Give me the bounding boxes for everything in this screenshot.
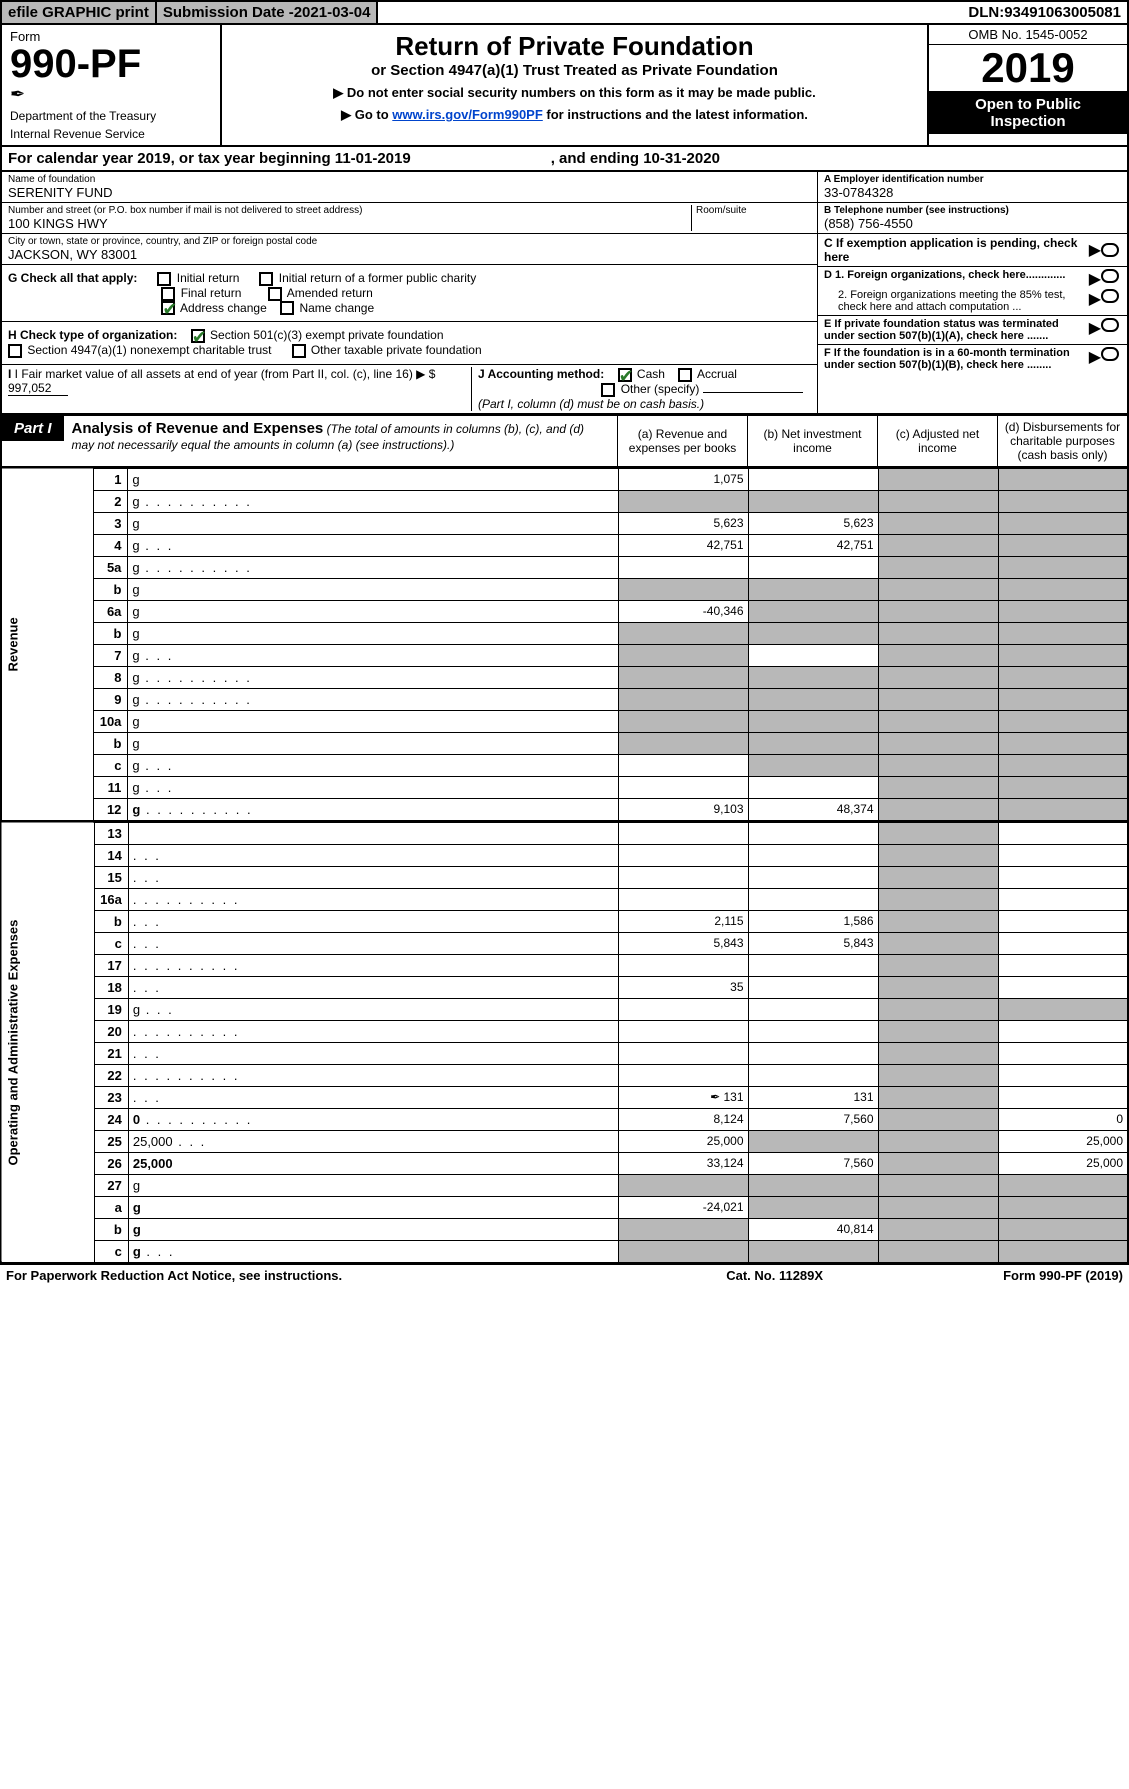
checkbox-initial-former[interactable] [259, 272, 273, 286]
table-row: 2408,1247,5600 [1, 1108, 1128, 1130]
part1-header: Part I Analysis of Revenue and Expenses … [0, 415, 1129, 468]
footer: For Paperwork Reduction Act Notice, see … [0, 1264, 1129, 1286]
foundation-name: Name of foundation SERENITY FUND [2, 172, 817, 203]
form-title: Return of Private Foundation [232, 31, 917, 62]
table-row: 2525,00025,00025,000 [1, 1130, 1128, 1152]
checkbox-amended[interactable] [268, 287, 282, 301]
calendar-year-row: For calendar year 2019, or tax year begi… [0, 147, 1129, 172]
f-check: F If the foundation is in a 60-month ter… [818, 345, 1127, 373]
col-c-header: (c) Adjusted net income [877, 416, 997, 466]
e-check: E If private foundation status was termi… [818, 316, 1127, 345]
table-row: Operating and Administrative Expenses13 [1, 822, 1128, 844]
table-row: 7g [1, 644, 1128, 666]
table-row: 2625,00033,1247,56025,000 [1, 1152, 1128, 1174]
open-public: Open to PublicInspection [929, 92, 1127, 134]
city-row: City or town, state or province, country… [2, 234, 817, 265]
table-row: 4g42,75142,751 [1, 534, 1128, 556]
table-row: 1835 [1, 976, 1128, 998]
efile-label: efile GRAPHIC print [2, 2, 157, 23]
table-row: 3g5,6235,623 [1, 512, 1128, 534]
checkbox-501c3[interactable] [191, 329, 205, 343]
table-row: 19g [1, 998, 1128, 1020]
table-row: 8g [1, 666, 1128, 688]
table-row: 11g [1, 776, 1128, 798]
table-row: 20 [1, 1020, 1128, 1042]
checkbox-c[interactable] [1101, 243, 1119, 257]
checkbox-d2[interactable] [1101, 289, 1119, 303]
form-header: Form 990-PF ✒ Department of the Treasury… [0, 25, 1129, 147]
ein: A Employer identification number 33-0784… [818, 172, 1127, 203]
table-row: 23✒ 131131 [1, 1086, 1128, 1108]
table-row: 17 [1, 954, 1128, 976]
table-row: bg [1, 622, 1128, 644]
table-row: 9g [1, 688, 1128, 710]
table-row: b2,1151,586 [1, 910, 1128, 932]
c-check: C If exemption application is pending, c… [818, 234, 1127, 267]
phone: B Telephone number (see instructions) (8… [818, 203, 1127, 234]
tax-year: 2019 [929, 45, 1127, 92]
checkbox-name[interactable] [280, 301, 294, 315]
table-row: cg [1, 1240, 1128, 1263]
table-row: bg [1, 578, 1128, 600]
table-row: ag-24,021 [1, 1196, 1128, 1218]
table-row: 14 [1, 844, 1128, 866]
header-right: OMB No. 1545-0052 2019 Open to PublicIns… [927, 25, 1127, 145]
table-row: 15 [1, 866, 1128, 888]
col-d-header: (d) Disbursements for charitable purpose… [997, 416, 1127, 466]
revenue-table: Revenue1g1,0752g3g5,6235,6234g42,75142,7… [0, 468, 1129, 822]
submission-date: Submission Date - 2021-03-04 [157, 2, 379, 23]
expenses-table: Operating and Administrative Expenses131… [0, 822, 1129, 1264]
table-row: Revenue1g1,075 [1, 468, 1128, 490]
h-checks: H Check type of organization: Section 50… [2, 322, 817, 365]
table-row: 2g [1, 490, 1128, 512]
g-checks: G Check all that apply: Initial return I… [2, 265, 817, 322]
checkbox-address[interactable] [161, 301, 175, 315]
address-row: Number and street (or P.O. box number if… [2, 203, 817, 234]
checkbox-other-acct[interactable] [601, 383, 615, 397]
info-grid: Name of foundation SERENITY FUND Number … [0, 172, 1129, 415]
i-j-row: I I Fair market value of all assets at e… [2, 365, 817, 413]
col-a-header: (a) Revenue and expenses per books [617, 416, 747, 466]
table-row: c5,8435,843 [1, 932, 1128, 954]
checkbox-d1[interactable] [1101, 269, 1119, 283]
table-row: 21 [1, 1042, 1128, 1064]
table-row: bg40,814 [1, 1218, 1128, 1240]
table-row: 5ag [1, 556, 1128, 578]
top-bar: efile GRAPHIC print Submission Date - 20… [0, 0, 1129, 25]
table-row: 16a [1, 888, 1128, 910]
checkbox-e[interactable] [1101, 318, 1119, 332]
omb-number: OMB No. 1545-0052 [929, 25, 1127, 45]
table-row: 22 [1, 1064, 1128, 1086]
irs-link[interactable]: www.irs.gov/Form990PF [392, 107, 543, 122]
checkbox-other-tax[interactable] [292, 344, 306, 358]
d-checks: D 1. Foreign organizations, check here..… [818, 267, 1127, 316]
section-label: Operating and Administrative Expenses [1, 822, 94, 1263]
table-row: 6ag-40,346 [1, 600, 1128, 622]
table-row: 27g [1, 1174, 1128, 1196]
table-row: 10ag [1, 710, 1128, 732]
col-b-header: (b) Net investment income [747, 416, 877, 466]
checkbox-4947[interactable] [8, 344, 22, 358]
table-row: 12g9,10348,374 [1, 798, 1128, 821]
dln: DLN: 93491063005081 [962, 2, 1127, 23]
form-number: 990-PF [10, 44, 212, 84]
table-row: bg [1, 732, 1128, 754]
table-row: cg [1, 754, 1128, 776]
header-mid: Return of Private Foundation or Section … [222, 25, 927, 145]
checkbox-cash[interactable] [618, 368, 632, 382]
checkbox-accrual[interactable] [678, 368, 692, 382]
section-label: Revenue [1, 468, 94, 821]
checkbox-initial[interactable] [157, 272, 171, 286]
part1-label: Part I [2, 416, 64, 441]
header-left: Form 990-PF ✒ Department of the Treasury… [2, 25, 222, 145]
checkbox-f[interactable] [1101, 347, 1119, 361]
